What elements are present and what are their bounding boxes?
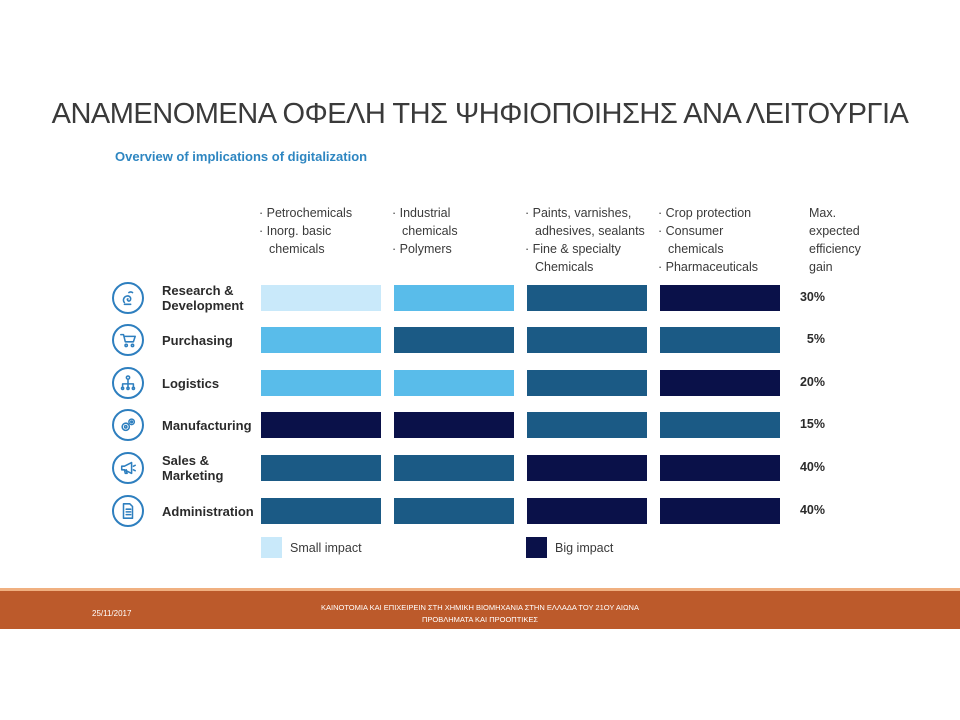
gain-header: Max. expected efficiency gain bbox=[809, 204, 861, 276]
gain-value: 30% bbox=[799, 290, 825, 304]
column-header-line: · Inorg. basic bbox=[259, 224, 332, 238]
footer-caption: ΚΑΙΝΟΤΟΜΙΑ ΚΑΙ ΕΠΙΧΕΙΡΕΙΝ ΣΤΗ ΧΗΜΙΚΗ ΒΙΟ… bbox=[250, 602, 710, 626]
gain-header-line: Max. bbox=[809, 206, 837, 220]
impact-cell bbox=[527, 455, 647, 481]
column-header-1: · Petrochemicals · Inorg. basic chemicals bbox=[259, 204, 352, 258]
row-label: Purchasing bbox=[162, 333, 233, 348]
impact-cell bbox=[660, 327, 780, 353]
gain-header-line: expected bbox=[809, 224, 860, 238]
impact-cell bbox=[527, 498, 647, 524]
impact-cell bbox=[660, 285, 780, 311]
gain-value: 5% bbox=[806, 332, 825, 346]
column-header-2: · Industrial chemicals · Polymers bbox=[392, 204, 458, 258]
row-label-line: Purchasing bbox=[162, 332, 233, 348]
column-header-line: · Consumer bbox=[658, 224, 724, 238]
gain-value: 15% bbox=[799, 417, 825, 431]
row-label: Research & Development bbox=[162, 283, 244, 313]
gain-value: 40% bbox=[799, 460, 825, 474]
row-label: Administration bbox=[162, 504, 254, 519]
gain-header-line: gain bbox=[809, 260, 833, 274]
footer-caption-line2: ΠΡΟΒΛΗΜΑΤΑ ΚΑΙ ΠΡΟΟΠΤΙΚΕΣ bbox=[421, 615, 539, 624]
impact-cell bbox=[527, 285, 647, 311]
row-label-line: Development bbox=[162, 298, 244, 313]
impact-cell bbox=[394, 455, 514, 481]
chart-subtitle: Overview of implications of digitalizati… bbox=[115, 149, 368, 164]
row-label-line: Logistics bbox=[162, 375, 220, 391]
column-header-line: chemicals bbox=[668, 242, 724, 256]
footer-date: 25/11/2017 bbox=[92, 609, 132, 618]
cart-icon bbox=[112, 324, 144, 356]
impact-cell bbox=[527, 370, 647, 396]
impact-cell bbox=[527, 327, 647, 353]
gain-header-line: efficiency bbox=[809, 242, 861, 256]
row-label-line: Marketing bbox=[162, 468, 224, 483]
impact-cell bbox=[261, 412, 381, 438]
row-label-line: Sales & bbox=[162, 453, 209, 468]
impact-cell bbox=[394, 412, 514, 438]
row-label: Logistics bbox=[162, 376, 219, 391]
column-header-line: adhesives, sealants bbox=[535, 224, 645, 238]
footer-bar bbox=[0, 591, 960, 629]
footer-accent-line bbox=[0, 588, 960, 591]
impact-cell bbox=[660, 412, 780, 438]
legend-big-label: Big impact bbox=[555, 541, 614, 555]
impact-cell bbox=[660, 455, 780, 481]
gain-value: 20% bbox=[799, 375, 825, 389]
network-icon bbox=[112, 367, 144, 399]
impact-cell bbox=[394, 327, 514, 353]
column-header-line: · Fine & specialty bbox=[525, 242, 621, 256]
column-header-line: chemicals bbox=[402, 224, 458, 238]
gears-icon bbox=[112, 409, 144, 441]
impact-cell bbox=[660, 498, 780, 524]
column-header-line: · Polymers bbox=[392, 242, 452, 256]
impact-cell bbox=[261, 455, 381, 481]
slide-title: ΑΝΑΜΕΝΟΜΕΝΑ ΟΦΕΛΗ ΤΗΣ ΨΗΦΙΟΠΟΙΗΣΗΣ ΑΝΑ Λ… bbox=[51, 98, 909, 130]
legend-small-swatch bbox=[261, 537, 282, 558]
impact-cell bbox=[660, 370, 780, 396]
impact-cell bbox=[261, 370, 381, 396]
impact-cell bbox=[261, 498, 381, 524]
column-header-line: · Crop protection bbox=[658, 206, 752, 220]
row-label-line: Administration bbox=[162, 503, 254, 519]
impact-cell bbox=[394, 498, 514, 524]
document-icon bbox=[112, 495, 144, 527]
megaphone-icon bbox=[112, 452, 144, 484]
column-header-line: chemicals bbox=[269, 242, 325, 256]
row-label: Manufacturing bbox=[162, 418, 252, 433]
column-header-line: · Industrial bbox=[392, 206, 451, 220]
impact-cell bbox=[527, 412, 647, 438]
legend-small-label: Small impact bbox=[290, 541, 362, 555]
research-icon bbox=[112, 282, 144, 314]
column-header-line: · Pharmaceuticals bbox=[658, 260, 759, 274]
column-header-4: · Crop protection · Consumer chemicals · Ph… bbox=[658, 204, 758, 276]
column-header-line: · Petrochemicals bbox=[259, 206, 353, 220]
column-header-3: · Paints, varnishes, adhesives, sealants ·… bbox=[525, 204, 645, 276]
impact-cell bbox=[261, 285, 381, 311]
footer-caption-line1: ΚΑΙΝΟΤΟΜΙΑ ΚΑΙ ΕΠΙΧΕΙΡΕΙΝ ΣΤΗ ΧΗΜΙΚΗ ΒΙΟ… bbox=[321, 603, 639, 612]
impact-cell bbox=[394, 370, 514, 396]
row-label: Sales & Marketing bbox=[162, 453, 223, 483]
row-label-line: Manufacturing bbox=[162, 417, 252, 433]
legend-big-swatch bbox=[526, 537, 547, 558]
impact-cell bbox=[261, 327, 381, 353]
impact-cell bbox=[394, 285, 514, 311]
gain-value: 40% bbox=[799, 503, 825, 517]
column-header-line: Chemicals bbox=[535, 260, 594, 274]
row-label-line: Research & bbox=[162, 283, 234, 298]
column-header-line: · Paints, varnishes, bbox=[525, 206, 632, 220]
